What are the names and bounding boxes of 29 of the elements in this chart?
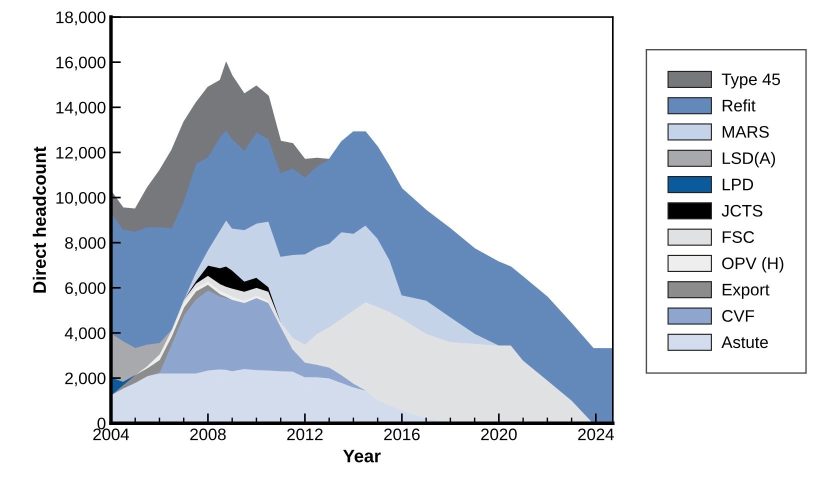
- legend-label: FSC: [722, 231, 754, 243]
- x-tick-label: 2012: [287, 428, 323, 440]
- y-axis-title: Direct headcount: [32, 146, 46, 293]
- y-tick-label: 0: [98, 418, 106, 430]
- legend-label: Export: [722, 284, 770, 299]
- y-tick-label: 12,000: [56, 146, 106, 161]
- x-tick-label: 2024: [578, 428, 614, 440]
- x-tick-label: 2016: [384, 428, 420, 440]
- legend-label: MARS: [722, 126, 769, 138]
- legend-label: OPV (H): [722, 257, 784, 273]
- y-tick-label: 10,000: [56, 192, 106, 206]
- x-tick-label: 2008: [190, 428, 226, 440]
- y-tick-label: 6,000: [65, 282, 106, 296]
- x-tick-label: 2020: [481, 428, 517, 440]
- y-tick-label: 16,000: [56, 56, 106, 70]
- legend-label: Astute: [721, 336, 768, 348]
- x-axis-title: Year: [343, 450, 381, 462]
- legend-label: LPD: [722, 178, 754, 190]
- y-tick-label: 14,000: [56, 102, 106, 116]
- legend-label: Refit: [722, 99, 756, 112]
- y-tick-label: 18,000: [56, 11, 106, 26]
- legend-label: Type 45: [722, 74, 780, 89]
- legend-label: CVF: [722, 310, 754, 322]
- y-tick-label: 4,000: [64, 327, 106, 342]
- legend-label: LSD(A): [722, 152, 776, 168]
- y-tick-label: 8,000: [65, 237, 106, 251]
- y-tick-label: 2,000: [65, 372, 106, 386]
- legend-label: JCTS: [722, 204, 762, 217]
- x-tick-label: 2004: [93, 428, 130, 440]
